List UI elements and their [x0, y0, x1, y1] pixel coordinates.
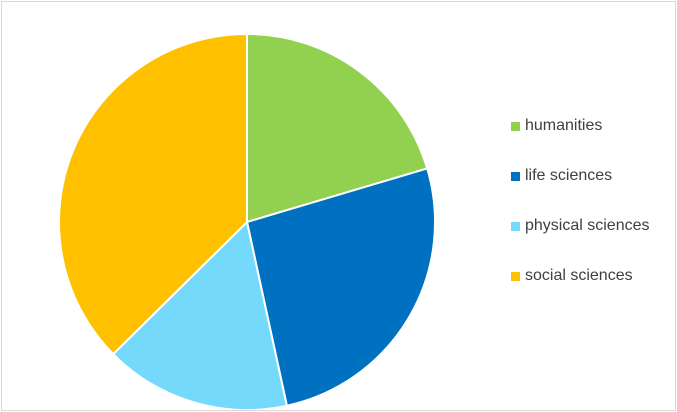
legend-label: physical sciences: [525, 217, 650, 234]
legend-swatch: [511, 221, 520, 231]
legend-item-physical-sciences: physical sciences: [511, 213, 650, 239]
pie-slice-social-sciences: [58, 33, 248, 356]
legend: humanities life sciences physical sciences…: [511, 113, 650, 313]
legend-item-humanities: humanities: [511, 113, 650, 139]
legend-swatch: [511, 171, 520, 181]
legend-label: humanities: [525, 117, 603, 134]
pie-slice-humanities: [246, 33, 429, 223]
pie-slice-life-sciences: [246, 167, 436, 407]
legend-swatch: [511, 271, 520, 281]
legend-label: social sciences: [525, 267, 633, 284]
legend-label: life sciences: [525, 167, 613, 184]
legend-item-life-sciences: life sciences: [511, 163, 650, 189]
legend-item-social-sciences: social sciences: [511, 263, 650, 289]
pie-slice-physical-sciences: [112, 221, 288, 410]
legend-swatch: [511, 121, 520, 131]
